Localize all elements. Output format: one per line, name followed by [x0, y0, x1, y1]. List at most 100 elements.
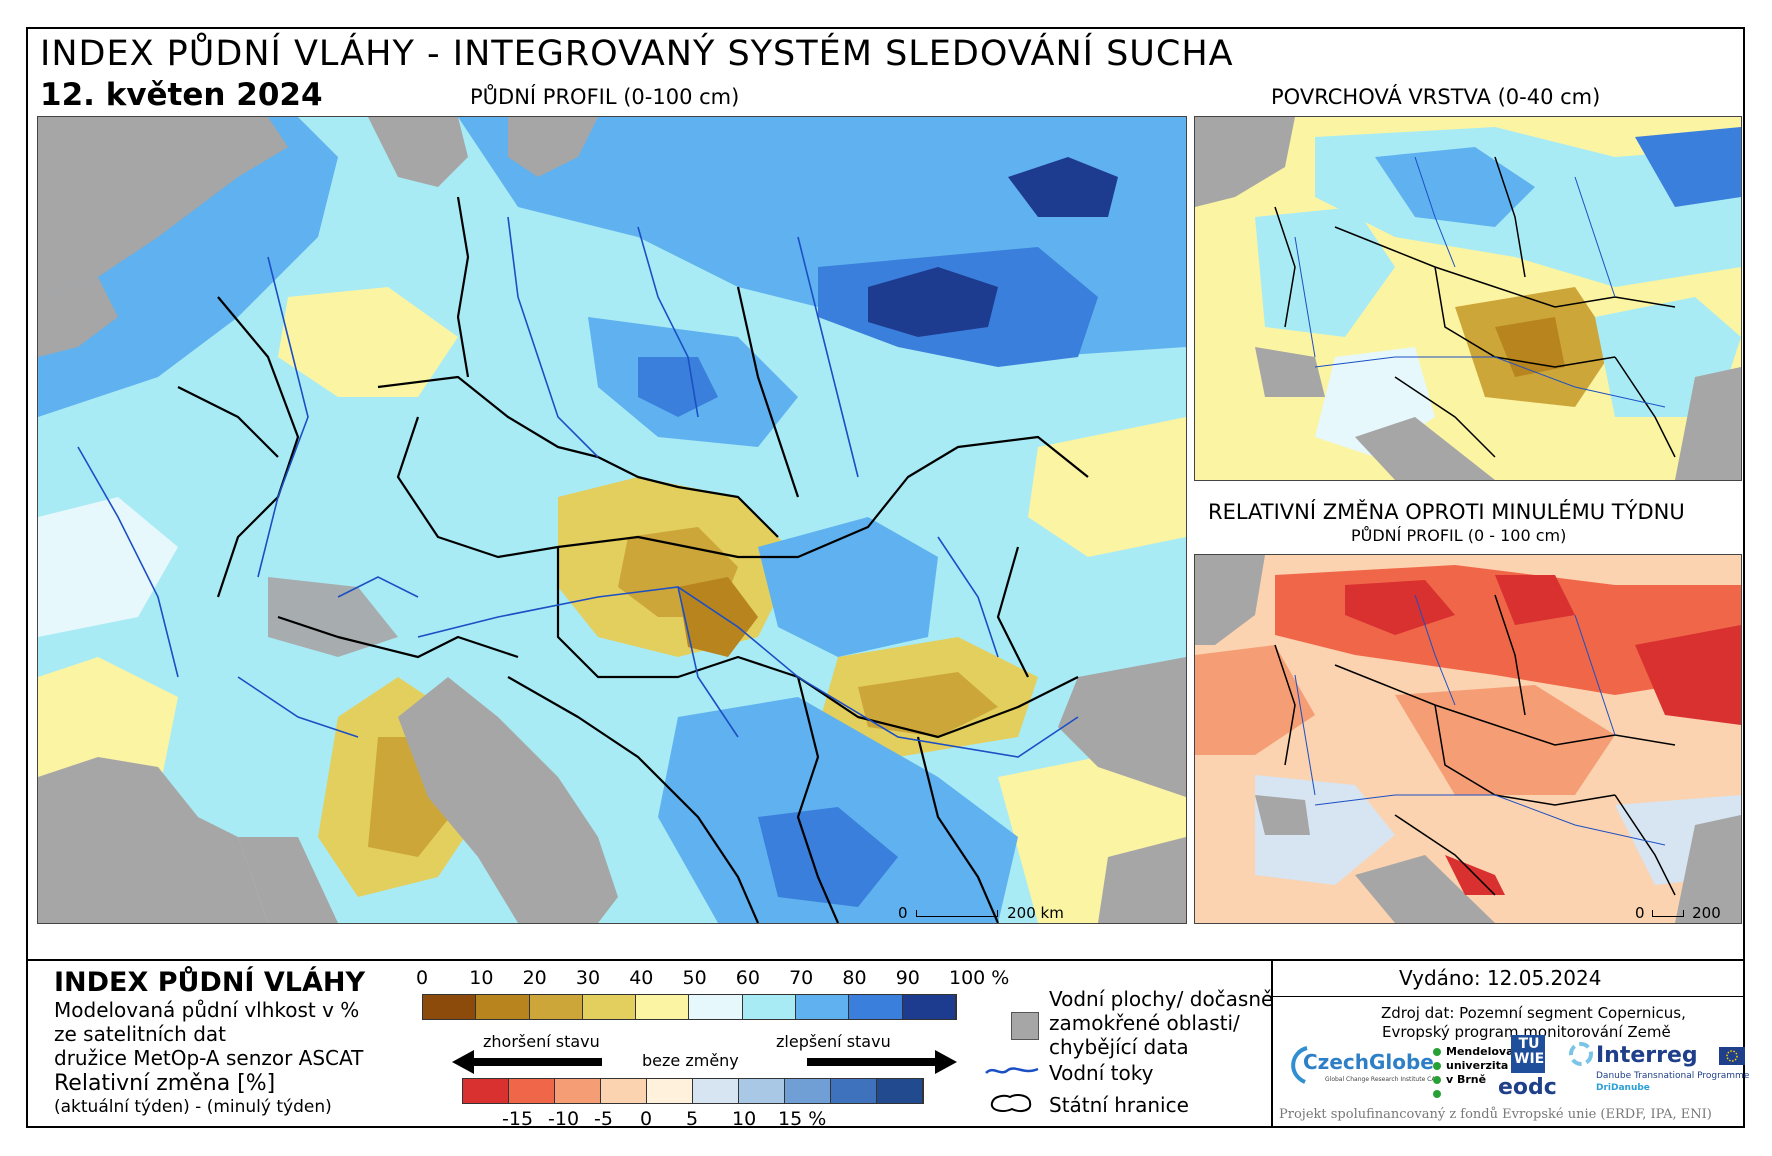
- main-scale-zero: 0: [898, 904, 908, 922]
- mendel-dots-icon: [1433, 1048, 1441, 1098]
- better-label: zlepšení stavu: [776, 1032, 891, 1051]
- change-tick-6: 15 %: [778, 1108, 827, 1130]
- czechglobe-arc-icon: [1291, 1046, 1308, 1084]
- index-swatch-7: [796, 995, 850, 1019]
- legend-desc-3: družice MetOp-A senzor ASCAT: [54, 1046, 364, 1070]
- change-tick-4: 5: [686, 1108, 699, 1130]
- mendel-line-2: univerzita: [1446, 1059, 1509, 1072]
- interreg-wordmark: Interreg: [1596, 1043, 1698, 1068]
- relative-change-map-graphic: [1195, 555, 1741, 923]
- change-tick-1: -10: [548, 1108, 580, 1130]
- change-scale-label: 200 km: [1635, 904, 1721, 923]
- soil-profile-map: 0 200 km: [37, 116, 1187, 924]
- source-line-2: Evropský program monitorování Země: [1382, 1023, 1671, 1041]
- eu-flag-icon: [1719, 1047, 1745, 1065]
- main-scale-line: [916, 910, 999, 917]
- interreg-subtitle-2: DriDanube: [1596, 1083, 1650, 1093]
- footer-vertical-separator: [1271, 959, 1273, 1126]
- index-tick-6: 60: [735, 967, 760, 989]
- czechglobe-subtitle: Global Change Research Institute CAS: [1325, 1076, 1440, 1083]
- legend-change-title: Relativní změna [%]: [54, 1071, 276, 1096]
- legend-desc-1: Modelovaná půdní vlhkost v %: [54, 998, 360, 1022]
- soil-profile-map-graphic: [38, 117, 1186, 923]
- water-label-2: zamokřené oblasti/: [1049, 1011, 1240, 1035]
- water-label-3: chybějící data: [1049, 1035, 1189, 1059]
- issued-date: Vydáno: 12.05.2024: [1399, 966, 1602, 990]
- project-note: Projekt spolufinancovaný z fondů Evropsk…: [1279, 1107, 1712, 1122]
- tu-wien-wordmark: TU WIEN: [1514, 1036, 1556, 1067]
- main-scale-bar: 0 200 km: [898, 904, 1064, 922]
- index-tick-10: 100 %: [949, 967, 1010, 989]
- index-tick-2: 20: [522, 967, 547, 989]
- relative-change-map: 0 200 km: [1194, 554, 1742, 924]
- change-scale-zero: 0: [1635, 904, 1645, 922]
- change-map-subcaption: PŮDNÍ PROFIL (0 - 100 cm): [1351, 526, 1567, 545]
- index-tick-7: 70: [789, 967, 814, 989]
- change-direction-arrows: [452, 1050, 957, 1074]
- main-map-caption: PŮDNÍ PROFIL (0-100 cm): [470, 85, 740, 109]
- river-line-symbol: [985, 1067, 1039, 1074]
- index-swatch-2: [529, 995, 583, 1019]
- legend-separator: [28, 959, 1743, 961]
- surface-map-caption: POVRCHOVÁ VRSTVA (0-40 cm): [1271, 85, 1601, 109]
- missing-data-swatch: [1011, 1012, 1039, 1040]
- nochange-label: beze změny: [642, 1051, 739, 1070]
- index-swatch-9: [902, 995, 956, 1019]
- change-tick-0: -15: [502, 1108, 534, 1130]
- rivers-label: Vodní toky: [1049, 1061, 1154, 1085]
- change-map-caption: RELATIVNÍ ZMĚNA OPROTI MINULÉMU TÝDNU: [1208, 500, 1685, 524]
- change-tick-5: 10: [732, 1108, 757, 1130]
- index-swatch-5: [689, 995, 743, 1019]
- issued-separator: [1271, 996, 1743, 997]
- legend-title: INDEX PŮDNÍ VLÁHY: [54, 967, 366, 998]
- mendel-logo: Mendelova univerzita v Brně: [1432, 1045, 1514, 1105]
- interreg-subtitle-1: Danube Transnational Programme: [1596, 1071, 1750, 1081]
- border-line-symbol: [990, 1094, 1032, 1112]
- figure-date: 12. květen 2024: [40, 77, 323, 113]
- change-swatch-6: [739, 1079, 785, 1103]
- index-tick-9: 90: [895, 967, 920, 989]
- change-tick-2: -5: [594, 1108, 613, 1130]
- change-swatch-2: [555, 1079, 601, 1103]
- change-scale-bar: 0 200 km: [1635, 904, 1741, 923]
- czechglobe-wordmark: CzechGlobe: [1303, 1050, 1434, 1074]
- change-swatch-1: [509, 1079, 555, 1103]
- figure-frame: INDEX PŮDNÍ VLÁHY - INTEGROVANÝ SYSTÉM S…: [26, 27, 1750, 1130]
- index-swatch-1: [476, 995, 530, 1019]
- index-tick-1: 10: [469, 967, 494, 989]
- mendel-line-1: Mendelova: [1446, 1045, 1514, 1058]
- surface-layer-map: [1194, 116, 1742, 481]
- index-tick-5: 50: [682, 967, 707, 989]
- legend-change-desc: (aktuální týden) - (minulý týden): [54, 1097, 332, 1117]
- change-color-ramp: [462, 1078, 924, 1104]
- mendel-line-3: v Brně: [1446, 1073, 1487, 1086]
- index-color-ramp: [422, 994, 957, 1020]
- interreg-swirl-icon: [1569, 1042, 1593, 1066]
- borders-label: Státní hranice: [1049, 1093, 1189, 1117]
- change-swatch-3: [601, 1079, 647, 1103]
- main-scale-label: 200 km: [1007, 904, 1064, 922]
- change-tick-3: 0: [640, 1108, 653, 1130]
- index-swatch-0: [423, 995, 477, 1019]
- index-tick-8: 80: [842, 967, 867, 989]
- figure-title: INDEX PŮDNÍ VLÁHY - INTEGROVANÝ SYSTÉM S…: [40, 34, 1234, 74]
- interreg-logo: Interreg Danube Transnational Programme …: [1568, 1039, 1750, 1099]
- change-swatch-9: [877, 1079, 923, 1103]
- water-label-1: Vodní plochy/ dočasně: [1049, 987, 1274, 1011]
- change-swatch-7: [785, 1079, 831, 1103]
- index-tick-4: 40: [629, 967, 654, 989]
- change-swatch-0: [463, 1079, 509, 1103]
- index-swatch-4: [636, 995, 690, 1019]
- tu-wien-logo: TU WIEN: [1511, 1035, 1556, 1073]
- eodc-logo: eodc: [1498, 1075, 1557, 1100]
- surface-layer-map-graphic: [1195, 117, 1741, 480]
- change-scale-line: [1652, 910, 1685, 917]
- change-swatch-4: [647, 1079, 693, 1103]
- index-swatch-6: [742, 995, 797, 1019]
- legend-desc-2: ze satelitních dat: [54, 1022, 226, 1046]
- source-line-1: Zdroj dat: Pozemní segment Copernicus,: [1381, 1004, 1686, 1022]
- index-swatch-3: [582, 995, 637, 1019]
- change-swatch-8: [831, 1079, 877, 1103]
- index-tick-3: 30: [575, 967, 601, 989]
- czechglobe-logo: CzechGlobe Global Change Research Instit…: [1285, 1042, 1439, 1090]
